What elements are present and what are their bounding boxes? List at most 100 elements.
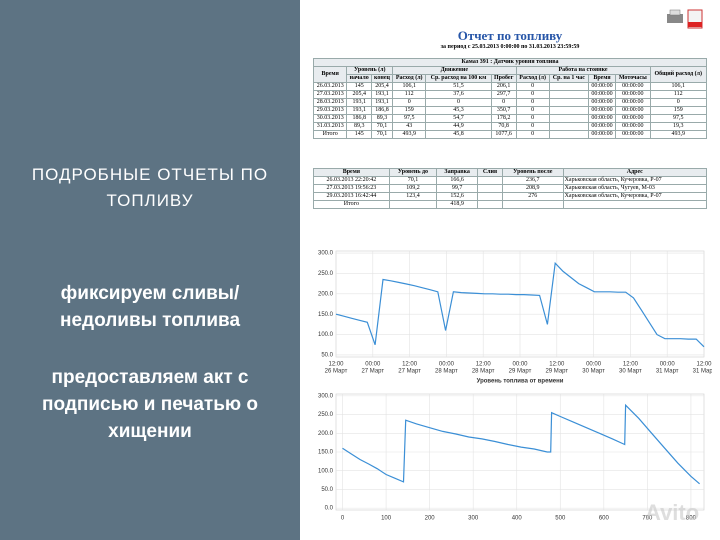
table-cell: 97,5 xyxy=(392,114,427,123)
table-row: 30.03.2013 186,8 89,3 97,5 54,7 178,2 0 00:00:0… xyxy=(312,114,708,123)
table-cell: 00:00:00 xyxy=(615,90,651,99)
table-cell: 0 xyxy=(425,98,492,107)
y-tick-label: 250.0 xyxy=(318,412,334,418)
point: фиксируем сливы/ недоливы топлива xyxy=(59,283,241,331)
table-row: Итого 418,9 xyxy=(313,200,708,209)
table-header: Слив xyxy=(477,168,504,177)
table-header: Ср. на 1 час xyxy=(548,74,589,83)
table-cell: 0 xyxy=(515,106,550,115)
x-tick-label: 00:00 xyxy=(365,362,381,368)
table-cell xyxy=(548,106,589,115)
table-cell: 145 xyxy=(346,130,372,139)
table-header: Расход (л) xyxy=(515,74,550,83)
table-row: Время Уровень до Заправка Слив Уровень после… xyxy=(313,168,708,177)
y-tick-label: 300.0 xyxy=(318,251,334,257)
x-tick-label: 30 Март xyxy=(582,369,605,375)
table-cell: 350,7 xyxy=(490,106,517,115)
table-cell: 0 xyxy=(515,82,550,91)
fuel-line xyxy=(335,261,705,348)
y-tick-label: 250.0 xyxy=(318,271,334,277)
table-cell: 27.03.2013 19:56:23 xyxy=(313,184,390,193)
table-cell: 159 xyxy=(392,106,427,115)
x-tick-label: 31 Март xyxy=(656,369,679,375)
x-tick-label: 00:00 xyxy=(439,362,455,368)
table-cell: 28.03.2013 xyxy=(312,98,348,107)
table-cell: 00:00:00 xyxy=(615,122,651,131)
table-cell: 00:00:00 xyxy=(615,130,651,139)
report-title: Отчет по топливу xyxy=(457,28,563,43)
pdf-band xyxy=(688,22,702,27)
table-cell: 0 xyxy=(515,122,550,131)
table-row: 31.03.2013 89,3 70,1 43 44,9 70,8 0 00:00:00 00:… xyxy=(312,122,708,131)
table-cell: 205,4 xyxy=(346,90,372,99)
table-cell: Харьковская область, Кучеровка, Р-07 xyxy=(562,176,708,185)
table-header: Ср. расход на 100 км xyxy=(425,74,492,83)
export-icons xyxy=(667,9,703,29)
table-cell: 112 xyxy=(649,90,708,99)
x-tick-label: 29 Март xyxy=(545,369,568,375)
table-cell xyxy=(477,192,504,201)
table-cell: 00:00:00 xyxy=(587,90,617,99)
table-cell: 00:00:00 xyxy=(615,82,651,91)
x-tick-label: 31 Март xyxy=(693,369,712,375)
table-row: Камаз 391 : Датчик уровня топлива xyxy=(313,58,707,67)
table-cell: 00:00:00 xyxy=(615,98,651,107)
x-tick-label: 28 Март xyxy=(472,369,495,375)
table-cell: Харьковская область, Чугуев, М-03 xyxy=(562,184,708,193)
table-header: Уровень после xyxy=(502,168,564,177)
heading: ПОДРОБНЫЕ ОТЧЕТЫ ПО ТОПЛИВУ xyxy=(31,165,269,210)
table-cell: 123,4 xyxy=(388,192,438,201)
table-cell: 51,5 xyxy=(425,82,492,91)
table-cell: 27.03.2013 xyxy=(312,90,348,99)
table-cell: 31.03.2013 xyxy=(312,122,348,131)
table-row: 27.03.2013 205,4 193,1 112 37,6 297,7 0 00:00:0… xyxy=(312,90,708,99)
table-cell: 145 xyxy=(346,82,372,91)
table-cell: 193,1 xyxy=(370,98,394,107)
table-header: Уровень до xyxy=(388,168,438,177)
refuel-table: Время Уровень до Заправка Слив Уровень после… xyxy=(313,168,708,209)
table-cell: 193,1 xyxy=(370,90,394,99)
table-cell: 0 xyxy=(515,130,550,139)
chart: 0.0 50.0 100.0 150.0 200.0 250.0 300.0 0 100 200 3… xyxy=(318,393,705,522)
table-cell: 26.03.2013 22:20:42 xyxy=(313,176,390,185)
table-cell: 186,8 xyxy=(370,106,394,115)
table-cell: 193,1 xyxy=(346,98,372,107)
table-cell: 186,8 xyxy=(346,114,372,123)
table-cell xyxy=(548,82,589,91)
y-tick-label: 300.0 xyxy=(318,393,334,399)
table-header: Время xyxy=(587,74,617,83)
table-cell: 166,6 xyxy=(436,176,479,185)
table-cell: 97,5 xyxy=(649,114,708,123)
x-tick-label: 12:00 xyxy=(623,362,639,368)
table-cell: 44,9 xyxy=(425,122,492,131)
y-tick-label: 150.0 xyxy=(318,312,334,318)
report-period: за период с 25.03.2013 0:00:00 по 31.03.… xyxy=(440,44,580,50)
table-row: Время Уровень (л) Движение Работа на стоянк… xyxy=(312,66,708,83)
x-tick-label: 400 xyxy=(512,516,523,522)
printer-icon[interactable] xyxy=(667,14,683,23)
table-cell: 29.03.2013 16:42:44 xyxy=(313,192,390,201)
table-cell: Харьковская область, Кучеровка, Р-07 xyxy=(562,192,708,201)
y-tick-label: 200.0 xyxy=(318,431,334,437)
table-cell: Итого xyxy=(312,130,348,139)
table-cell: 159 xyxy=(649,106,708,115)
watermark: Avito xyxy=(645,500,700,525)
table-cell: 109,2 xyxy=(388,184,438,193)
table-header: Моточасы xyxy=(615,74,651,83)
point: предоставляем акт с подписью и печатью о… xyxy=(41,367,259,442)
table-cell: 89,3 xyxy=(346,122,372,131)
x-tick-label: 00:00 xyxy=(512,362,528,368)
table-header: Общий расход (л) xyxy=(649,66,708,83)
chart-title: Уровень топлива от времени xyxy=(477,379,564,385)
table-cell: 26.03.2013 xyxy=(312,82,348,91)
x-tick-label: 27 Март xyxy=(361,369,384,375)
table-cell: 43 xyxy=(392,122,427,131)
table-cell: 0 xyxy=(649,98,708,107)
table-cell: 45,8 xyxy=(425,130,492,139)
table-cell: 45,3 xyxy=(425,106,492,115)
table-cell: 418,9 xyxy=(436,200,479,209)
fuel-line xyxy=(342,403,700,485)
table-cell: 00:00:00 xyxy=(587,98,617,107)
table-cell: 54,7 xyxy=(425,114,492,123)
